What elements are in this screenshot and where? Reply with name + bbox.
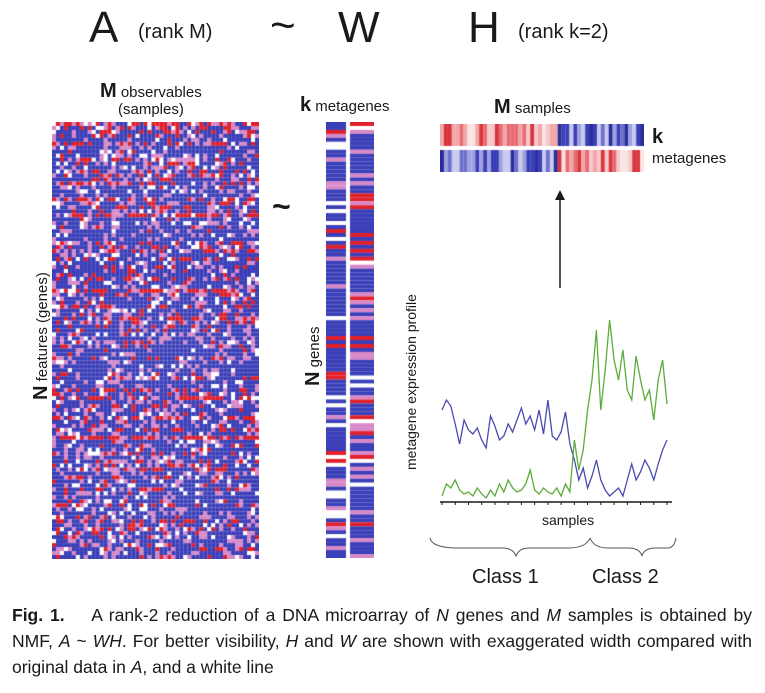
caption-text: . For better visibility, — [121, 631, 280, 651]
profile-series-2 — [441, 319, 668, 500]
caption-var: A — [130, 657, 143, 677]
matrix-w-metagenes: metagenes — [315, 98, 390, 115]
caption-fig-label: Fig. 1. — [12, 605, 65, 625]
equation-a: A — [89, 3, 119, 52]
figure-caption: Fig. 1. A rank-2 reduction of a DNA micr… — [12, 602, 752, 680]
matrix-a-heatmap — [52, 122, 259, 559]
matrix-a-top-label: M observables — [100, 80, 202, 102]
class2-label: Class 2 — [592, 566, 659, 588]
caption-text: are shown with exaggerated width compare… — [12, 631, 752, 677]
class-braces — [429, 537, 677, 558]
caption-var: M — [546, 605, 561, 625]
matrix-h-k: k — [652, 126, 664, 148]
caption-text: and — [304, 631, 334, 651]
matrix-a-observables: observables — [120, 84, 202, 101]
caption-var: W — [339, 631, 356, 651]
caption-var: A — [58, 631, 71, 651]
matrix-w-heatmap — [326, 122, 374, 558]
up-arrow-icon — [555, 190, 565, 288]
equation-w: W — [338, 3, 380, 52]
caption-text: samples is obtained by NMF, — [12, 605, 752, 651]
plot-xlabel: samples — [542, 512, 595, 528]
caption-var: N — [436, 605, 449, 625]
equation-tilde: ~ — [270, 1, 296, 50]
matrix-a-features: features (genes) — [34, 272, 51, 382]
class1-brace — [429, 537, 591, 558]
equation-h-rank: (rank k=2) — [518, 21, 609, 43]
matrix-a-m: M — [100, 80, 117, 102]
matrix-a-n: N — [30, 385, 52, 400]
matrix-w-genes: genes — [306, 326, 323, 368]
class2-brace — [589, 537, 677, 557]
x-axis-ticks — [441, 502, 668, 505]
matrix-h-samples: samples — [514, 100, 571, 117]
caption-var: WH — [92, 631, 122, 651]
matrix-w-top-label: k metagenes — [300, 94, 390, 116]
matrix-w-n: N — [302, 371, 324, 386]
caption-text: , and a white line — [142, 657, 274, 677]
matrix-h-m: M — [494, 96, 511, 118]
profile-series-1 — [441, 398, 668, 498]
caption-text: A rank-2 reduction of a DNA microarray o… — [91, 605, 430, 625]
matrix-w-side-label: N genes — [302, 327, 324, 387]
plot-ylabel: metagene expression profile — [403, 294, 419, 470]
equation-h: H — [468, 3, 500, 52]
profile-lines — [441, 319, 668, 500]
caption-text: ~ — [76, 631, 87, 651]
caption-text: genes and — [455, 605, 540, 625]
matrix-h-metagenes: metagenes — [652, 150, 727, 167]
equation-a-rank: (rank M) — [138, 21, 213, 43]
matrix-a-tilde: ~ — [272, 188, 291, 224]
matrix-h-heatmap — [440, 124, 644, 172]
matrix-a-side-label: N features (genes) — [30, 272, 52, 400]
caption-var: H — [285, 631, 299, 651]
class1-label: Class 1 — [472, 566, 539, 588]
matrix-w-k: k — [300, 94, 312, 116]
matrix-h-top-label: M samples — [494, 96, 571, 118]
matrix-a-samples-label: (samples) — [118, 101, 184, 118]
metagene-profile-chart — [440, 319, 672, 505]
